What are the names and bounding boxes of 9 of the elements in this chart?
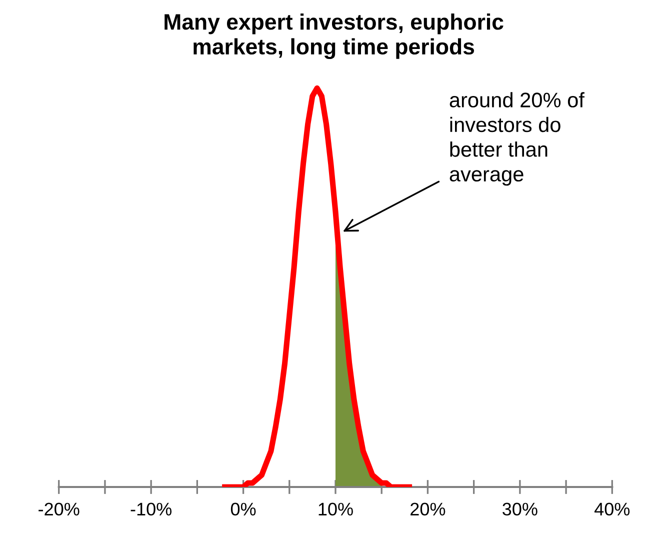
x-tick-label: 20% [410, 502, 446, 516]
annotation: around 20% of investors do better than average [450, 92, 584, 186]
x-tick-label: 30% [502, 502, 538, 516]
x-tick-label: -20% [38, 502, 80, 516]
chart-title: Many expert investors, euphoric markets, long time periods [164, 13, 504, 60]
x-tick-label: 40% [594, 502, 630, 516]
x-tick-label: -10% [130, 502, 172, 516]
x-tick-label: 0% [230, 502, 256, 516]
x-tick-label: 10% [318, 502, 353, 516]
